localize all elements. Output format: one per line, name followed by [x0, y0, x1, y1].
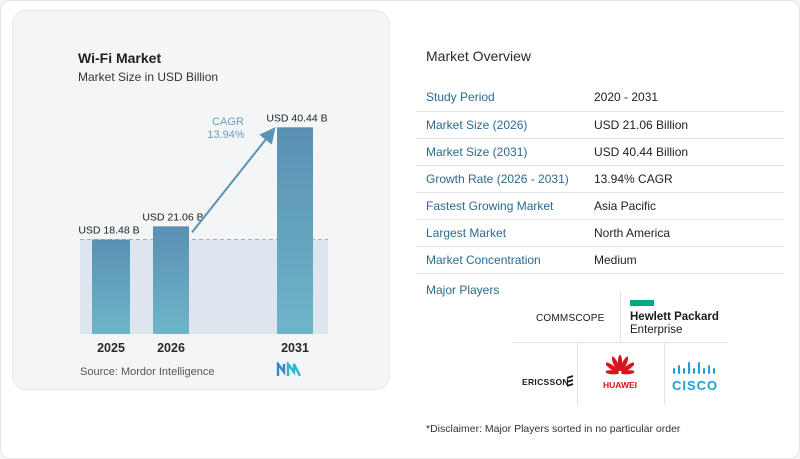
bar-2031	[277, 127, 313, 334]
source-note: Source: Mordor Intelligence	[80, 366, 215, 378]
huawei-logo: HUAWEI	[603, 380, 637, 390]
major-players-title: Major Players	[426, 283, 500, 297]
mordor-intelligence-logo-icon	[276, 362, 302, 377]
chart-subtitle: Market Size in USD Billion	[78, 70, 219, 84]
data-label: USD 40.44 B	[266, 112, 327, 124]
overview-value: USD 21.06 Billion	[584, 111, 784, 139]
overview-title: Market Overview	[426, 48, 532, 64]
x-tick-label: 2031	[281, 341, 309, 355]
bar-chart: USD 18.48 B 2025 USD 21.06 B 2026 USD 40.44 …	[78, 112, 328, 355]
cagr-label: CAGR	[212, 116, 244, 128]
overview-row: Study Period 2020 - 2031	[416, 84, 784, 112]
disclaimer: *Disclaimer: Major Players sorted in no …	[426, 423, 681, 435]
data-label: USD 18.48 B	[78, 225, 139, 237]
overview-row: Market Size (2031) USD 40.44 Billion	[416, 138, 784, 166]
overview-key: Market Size (2026)	[416, 111, 584, 139]
chart-title: Wi-Fi Market	[78, 50, 162, 66]
overview-key: Growth Rate (2026 - 2031)	[416, 165, 584, 193]
overview-row: Market Concentration Medium	[416, 246, 784, 274]
overview-row: Market Size (2026) USD 21.06 Billion	[416, 111, 784, 139]
overview-row: Growth Rate (2026 - 2031) 13.94% CAGR	[416, 165, 784, 193]
ericsson-mark-icon	[566, 375, 574, 387]
bar-2026	[153, 226, 189, 334]
overview-value: 2020 - 2031	[584, 84, 784, 112]
overview-key: Fastest Growing Market	[416, 192, 584, 220]
hpe-logo-line1: Hewlett Packard	[630, 311, 719, 323]
overview-value: North America	[584, 219, 784, 247]
overview-value: 13.94% CAGR	[584, 165, 784, 193]
overview-value: Asia Pacific	[584, 192, 784, 220]
ericsson-logo: ERICSSON	[522, 377, 569, 387]
cisco-bridge-icon	[673, 362, 715, 374]
cisco-logo: CISCO	[672, 378, 719, 393]
x-tick-label: 2025	[97, 341, 125, 355]
huawei-flower-icon	[606, 355, 634, 375]
commscope-logo: COMMSCOPE	[536, 313, 605, 324]
data-label: USD 21.06 B	[142, 211, 203, 223]
hpe-logo-icon	[630, 300, 654, 306]
overview-row: Fastest Growing Market Asia Pacific	[416, 192, 784, 220]
overview-key: Largest Market	[416, 219, 584, 247]
overview-value: USD 40.44 Billion	[584, 138, 784, 166]
bar-2025	[92, 239, 130, 334]
overview-key: Market Concentration	[416, 246, 584, 274]
overview-key: Market Size (2031)	[416, 138, 584, 166]
hpe-logo-line2: Enterprise	[630, 324, 683, 336]
x-tick-label: 2026	[157, 341, 185, 355]
overview-key: Study Period	[416, 84, 584, 112]
overview-value: Medium	[584, 246, 784, 274]
cagr-arrow	[191, 127, 276, 233]
cagr-value: 13.94%	[207, 129, 245, 141]
overview-row: Largest Market North America	[416, 219, 784, 247]
overview-table: Study Period 2020 - 2031 Market Size (2026…	[416, 84, 784, 274]
